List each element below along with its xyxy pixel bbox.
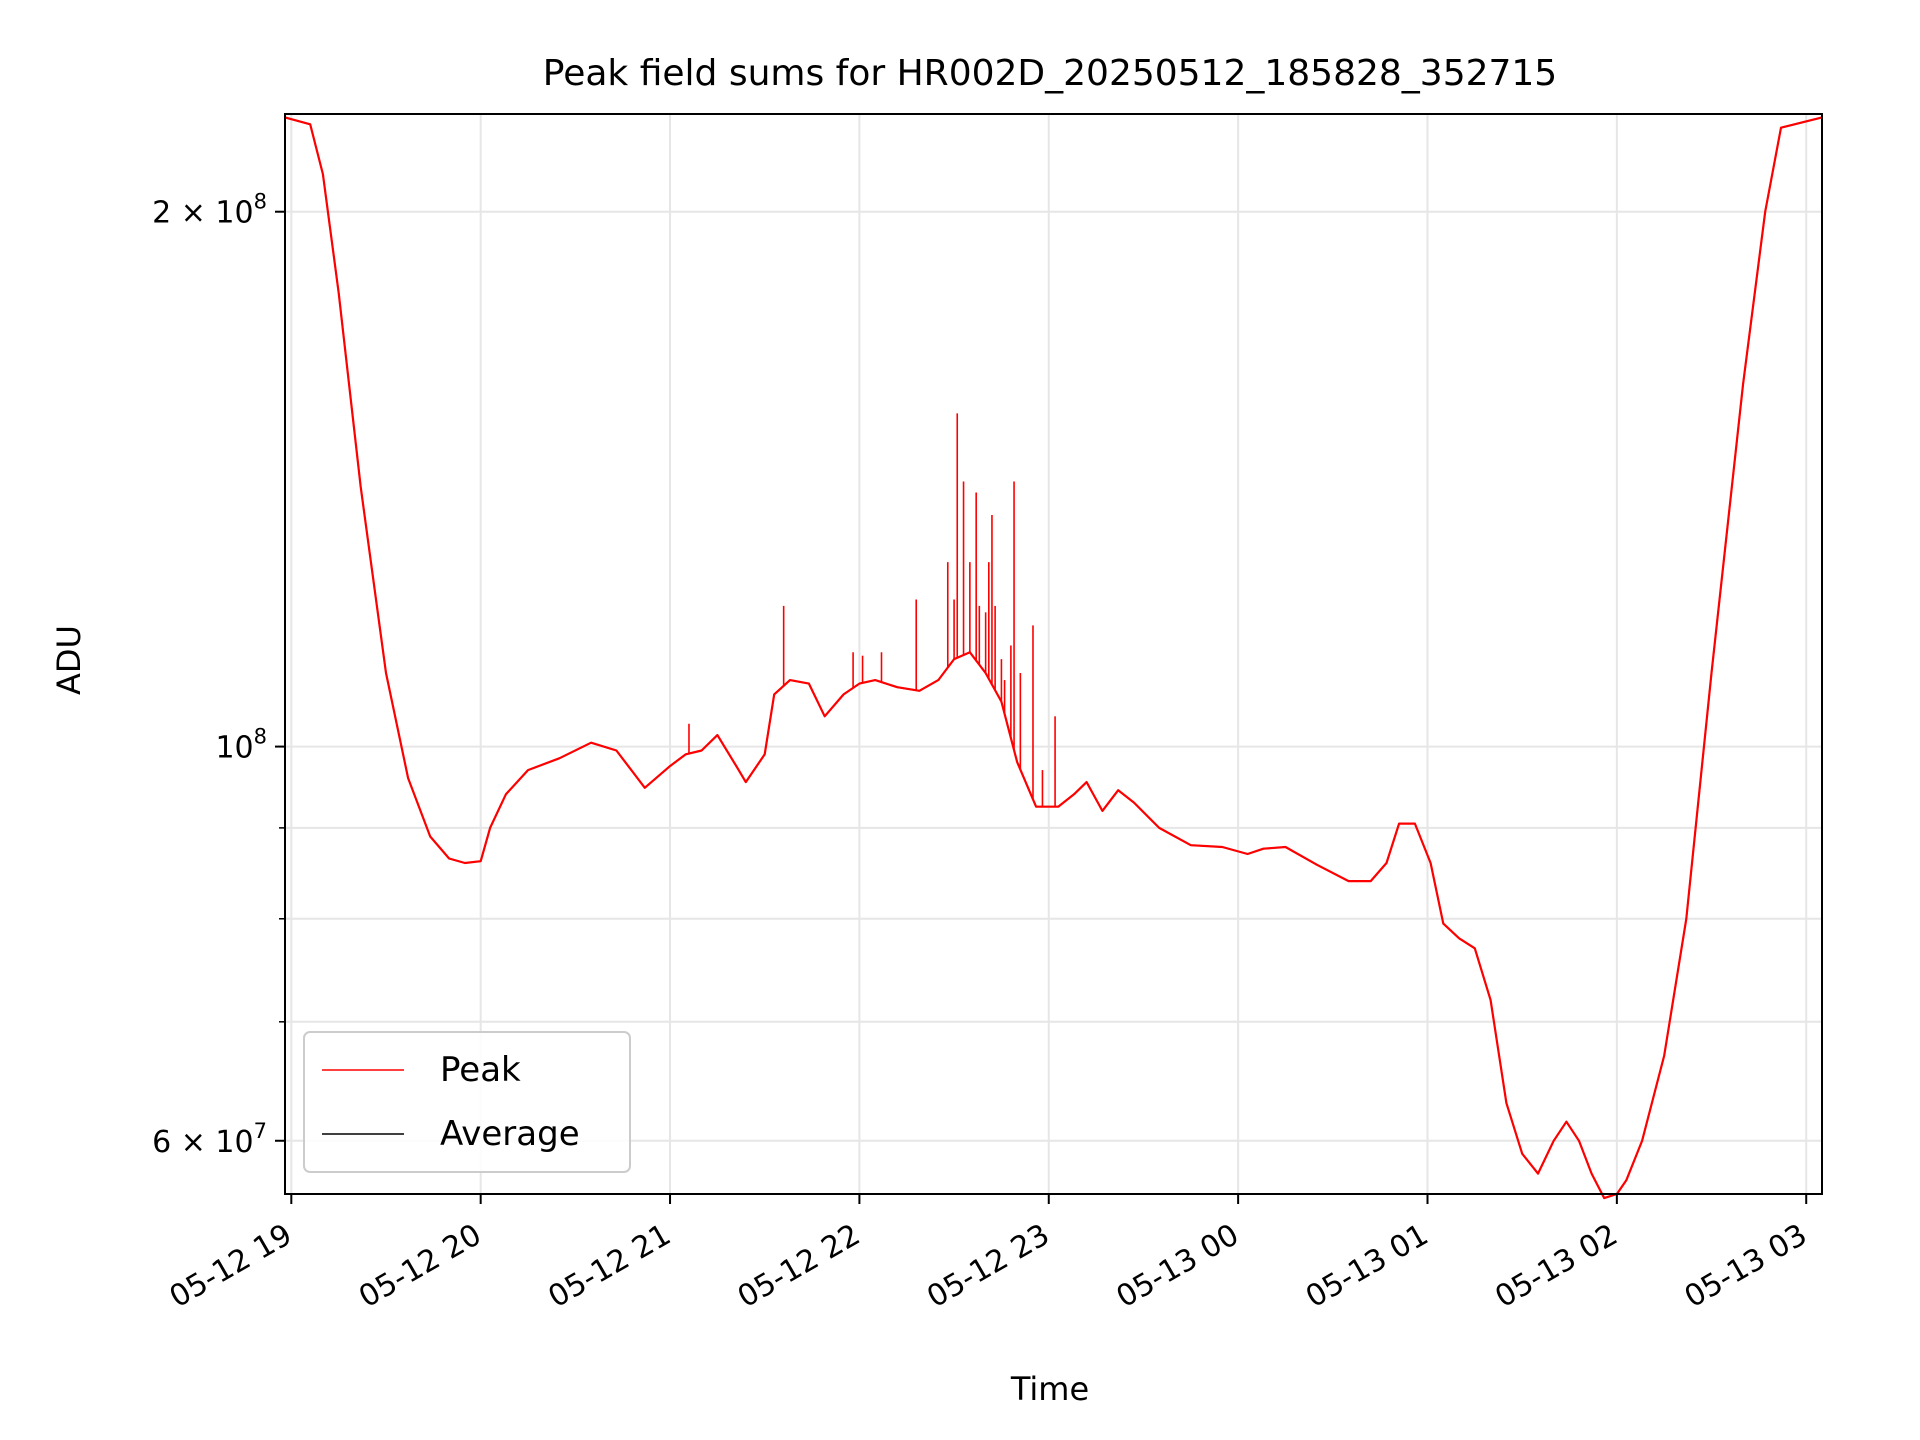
y-tick-label-exponent: 8: [254, 190, 267, 214]
plot-frame: [284, 113, 1823, 1195]
y-tick-label: 108: [215, 725, 267, 766]
legend-box: [303, 1031, 631, 1173]
y-tick-label-exponent: 8: [254, 725, 267, 749]
legend-label: Average: [440, 1114, 580, 1154]
legend: Peak Average: [303, 1031, 631, 1173]
series-peak: [284, 116, 1823, 1200]
chart-title: Peak field sums for HR002D_20250512_1858…: [543, 53, 1557, 94]
y-tick-label: 6 × 107: [152, 1119, 267, 1160]
y-tick-label-exponent: 7: [254, 1119, 267, 1143]
y-tick-label-base: 10: [215, 731, 253, 766]
peak-line: [284, 116, 1823, 1200]
y-axis-label: ADU: [50, 625, 88, 695]
y-tick-label-base: 2 × 10: [152, 196, 253, 231]
y-tick-label-base: 6 × 10: [152, 1125, 253, 1160]
legend-label: Peak: [440, 1050, 521, 1090]
y-tick-label: 2 × 108: [152, 190, 267, 231]
x-axis-label: Time: [1010, 1370, 1089, 1408]
